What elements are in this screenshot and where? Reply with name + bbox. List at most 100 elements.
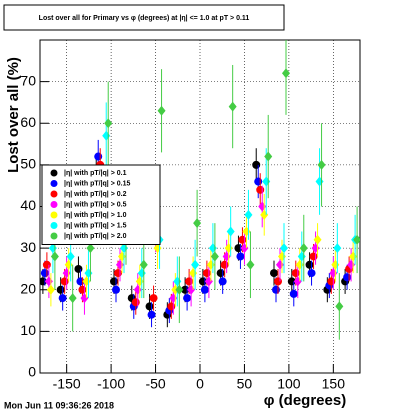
point [112,285,120,294]
legend-label: |η| with pT/|q| > 0.15 [64,180,130,187]
point [102,130,111,141]
plot-frame [39,39,361,374]
x-tick-label: -150 [53,376,81,392]
legend-marker [50,201,58,208]
x-tick-label: 50 [237,376,253,392]
point [331,259,340,270]
legend-marker [50,180,58,187]
point [315,176,324,187]
point [252,160,261,169]
y-tick-label: 30 [20,239,36,255]
point [278,251,286,262]
legend-marker [50,222,58,229]
legend-label: |η| with pT/|q| > 0.2 [64,191,127,198]
y-tick-label: 70 [20,72,36,88]
point [327,277,336,286]
x-tick-label: 150 [322,376,346,392]
point [343,273,352,282]
point [187,284,196,295]
point [74,264,83,273]
point [183,294,192,303]
point [264,151,273,162]
point [228,101,237,112]
point [189,268,198,279]
title-box [3,4,285,31]
y-axis-label: Lost over all (%) [5,57,22,173]
point [206,259,215,270]
legend-marker [50,232,58,240]
y-tick-label: 50 [20,156,36,172]
y-tick-label: 10 [20,322,36,338]
point [66,251,75,262]
point [280,243,288,254]
point [133,284,142,295]
point [104,118,113,129]
plot-area [40,40,360,340]
point [333,243,342,254]
legend-label: |η| with pT/|q| > 1.5 [64,222,127,229]
point [147,310,156,319]
point [118,251,126,262]
legend-marker [50,169,58,177]
point [238,235,247,244]
point [270,269,278,278]
point [114,269,122,278]
point [149,294,158,303]
point [50,251,59,262]
point [289,289,298,298]
y-tick-label: 0 [28,364,36,380]
legend-marker [50,211,58,219]
point [44,276,53,287]
point [202,269,211,278]
legend-marker [50,190,58,198]
point [293,276,302,287]
x-tick-label: -50 [145,376,165,392]
point [260,209,269,220]
point [46,284,55,295]
point [246,259,255,270]
point [191,259,200,270]
point [200,285,209,294]
legend-label: |η| with pT/|q| > 1.0 [64,212,127,219]
legend-label: |η| with pT/|q| > 0.1 [64,170,127,177]
point [299,243,308,254]
point [353,234,360,245]
point [60,277,69,286]
point [307,269,316,278]
point [349,251,358,262]
point [116,259,124,270]
point [226,226,235,237]
y-tick-label: 40 [20,197,36,213]
point [208,243,217,254]
point [86,243,95,254]
point [335,301,344,312]
point [311,243,320,254]
point [139,259,148,270]
point [210,251,219,262]
point [244,209,253,220]
x-axis-label: φ (degrees) [264,392,346,409]
point [68,293,77,304]
point [185,277,194,286]
x-tick-label: -100 [97,376,125,392]
point [216,269,225,278]
y-tick-label: 60 [20,114,36,130]
point [56,285,65,294]
point [256,185,265,194]
point [222,251,231,262]
point [282,68,290,79]
legend-label: |η| with pT/|q| > 2.0 [64,233,127,240]
point [145,302,154,311]
y-tick-label: 20 [20,280,36,296]
point [262,176,271,187]
point [291,269,300,278]
point [58,294,67,303]
point [84,268,93,279]
legend-box [41,164,161,245]
point [173,276,182,287]
point [169,293,178,304]
point [317,159,326,170]
point [218,277,227,286]
point [62,268,71,279]
footer: Mon Jun 11 09:36:26 2018 [4,400,114,410]
